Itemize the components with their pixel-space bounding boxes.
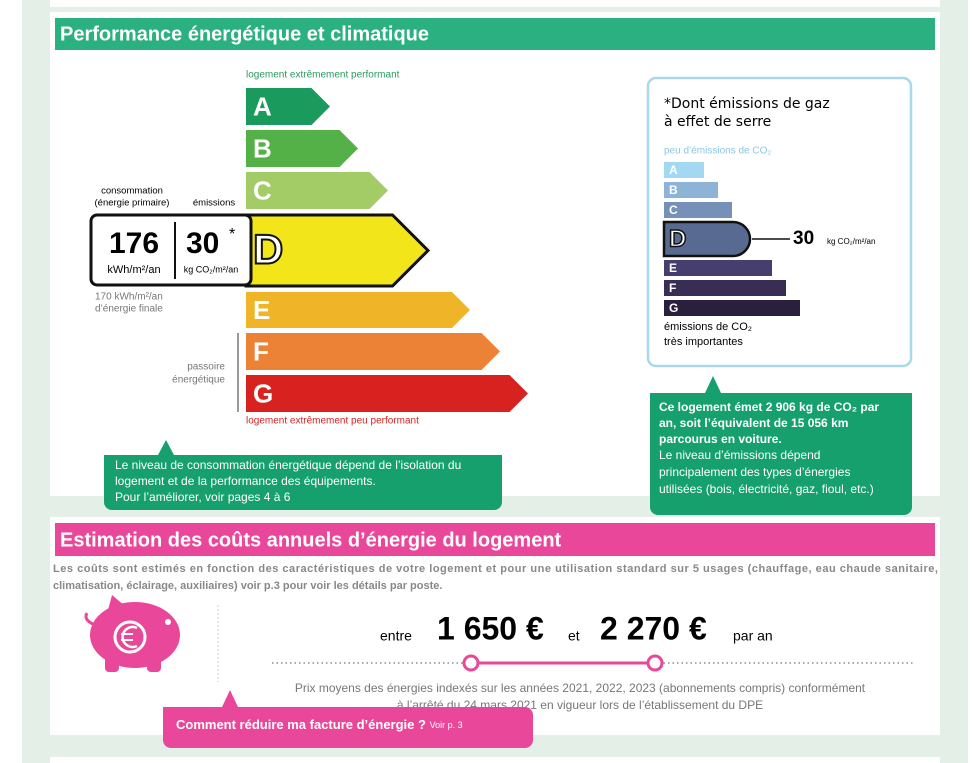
- tooltip-text: utilisées (bois, électricité, gaz, fioul…: [659, 482, 874, 496]
- ghg-bottom-label: très importantes: [664, 336, 743, 348]
- final-energy: d’énergie finale: [95, 304, 163, 315]
- energy-class-bar: [246, 172, 388, 209]
- tooltip-text: principalement des types d’énergies: [659, 465, 850, 479]
- ghg-class-letter: D: [669, 225, 686, 252]
- tooltip-text: parcourus en voiture.: [659, 432, 782, 446]
- panel: [50, 757, 940, 763]
- ghg-class-bar: [664, 300, 800, 316]
- tooltip-text: Pour l’améliorer, voir pages 4 à 6: [115, 490, 291, 504]
- tooltip-text: logement et de la performance des équipe…: [115, 474, 376, 488]
- energy-class-letter: E: [253, 295, 270, 325]
- range-end: [646, 654, 664, 672]
- section-title: Estimation des coûts annuels d’énergie d…: [60, 529, 562, 551]
- label: (énergie primaire): [95, 198, 170, 209]
- ghg-class-bar: [664, 260, 772, 276]
- panel: [50, 0, 940, 7]
- energy-class-letter: G: [253, 378, 273, 408]
- ghg-class-letter: F: [669, 281, 676, 295]
- ghg-class-bar: [664, 182, 718, 198]
- cost-text: entre: [380, 628, 412, 644]
- tooltip-text: Le niveau de consommation énergétique dé…: [115, 458, 461, 472]
- passoire-label: énergétique: [172, 375, 225, 386]
- ghg-class-letter: B: [669, 183, 678, 197]
- tooltip-text: Ce logement émet 2 906 kg de CO₂ par: [659, 400, 879, 414]
- ghg-bottom-label: émissions de CO₂: [664, 321, 752, 333]
- emissions-unit: kg CO₂/m²/an: [184, 264, 239, 274]
- note: Prix moyens des énergies indexés sur les…: [295, 681, 866, 695]
- intro: climatisation, éclairage, auxiliaires) v…: [53, 580, 442, 592]
- label: consommation: [101, 186, 163, 197]
- ghg-class-letter: A: [669, 163, 678, 177]
- advice-button[interactable]: Comment réduire ma facture d’énergie ? V…: [163, 690, 533, 748]
- value-box: [89, 213, 253, 287]
- section-title: Performance énergétique et climatique: [60, 23, 429, 45]
- tooltip: [104, 440, 502, 510]
- intro: Les coûts sont estimés en fonction des c…: [53, 563, 938, 575]
- ghg-heading: à effet de serre: [664, 114, 771, 130]
- ghg-class-bar: [664, 280, 786, 296]
- piggy-icon: [84, 595, 180, 672]
- energy-class-bar: [246, 333, 500, 370]
- consumption-unit: kWh/m²/an: [107, 264, 160, 276]
- ghg-heading: *Dont émissions de gaz: [664, 96, 830, 112]
- scale-top-label: logement extrêmement performant: [246, 70, 400, 81]
- energy-class-letter: C: [253, 175, 272, 205]
- ghg-unit: kg CO₂/m²/an: [827, 237, 875, 246]
- emissions-star: *: [229, 226, 235, 243]
- tooltip-text: Le niveau d’émissions dépend: [659, 448, 820, 462]
- section-header: [55, 18, 935, 50]
- passoire-label: passoire: [187, 362, 225, 373]
- button-ref[interactable]: Voir p. 3: [430, 720, 463, 730]
- emissions-value: 30: [186, 227, 219, 260]
- energy-class-bar: [246, 375, 528, 412]
- ghg-class-letter: G: [669, 301, 678, 315]
- ghg-value: 30: [793, 228, 814, 249]
- section-header: [55, 523, 935, 556]
- range-end: [462, 654, 480, 672]
- label: émissions: [193, 198, 235, 209]
- ghg-class-letter: E: [669, 261, 677, 275]
- button-label[interactable]: Comment réduire ma facture d’énergie ? V…: [176, 717, 463, 732]
- ghg-class-bar: [664, 162, 704, 178]
- ghg-top-label: peu d’émissions de CO₂: [664, 146, 771, 157]
- cost-low: 1 650 €: [437, 610, 544, 646]
- tooltip: [650, 376, 912, 515]
- energy-class-letter: F: [253, 336, 269, 366]
- energy-class-bar: [246, 292, 470, 328]
- cost-high: 2 270 €: [600, 610, 707, 646]
- consumption-value: 176: [109, 227, 159, 260]
- energy-class-bar: [246, 88, 330, 125]
- ghg-class-bar: [664, 202, 732, 218]
- energy-class-letter: A: [253, 91, 272, 121]
- button-text[interactable]: Comment réduire ma facture d’énergie ?: [176, 717, 426, 732]
- cost-text: et: [568, 628, 580, 644]
- ghg-class-bar: [662, 220, 752, 258]
- tooltip-text: an, soit l’équivalent de 15 056 km: [659, 416, 848, 430]
- final-energy: 170 kWh/m²/an: [95, 292, 163, 303]
- energy-class-bar: [246, 130, 358, 167]
- scale-bottom-label: logement extrêmement peu performant: [246, 416, 419, 427]
- button-shape[interactable]: [163, 690, 533, 748]
- energy-class-letter: D: [253, 226, 283, 273]
- ghg-class-letter: C: [669, 203, 678, 217]
- energy-class-letter: B: [253, 133, 272, 163]
- cost-text: par an: [733, 628, 773, 644]
